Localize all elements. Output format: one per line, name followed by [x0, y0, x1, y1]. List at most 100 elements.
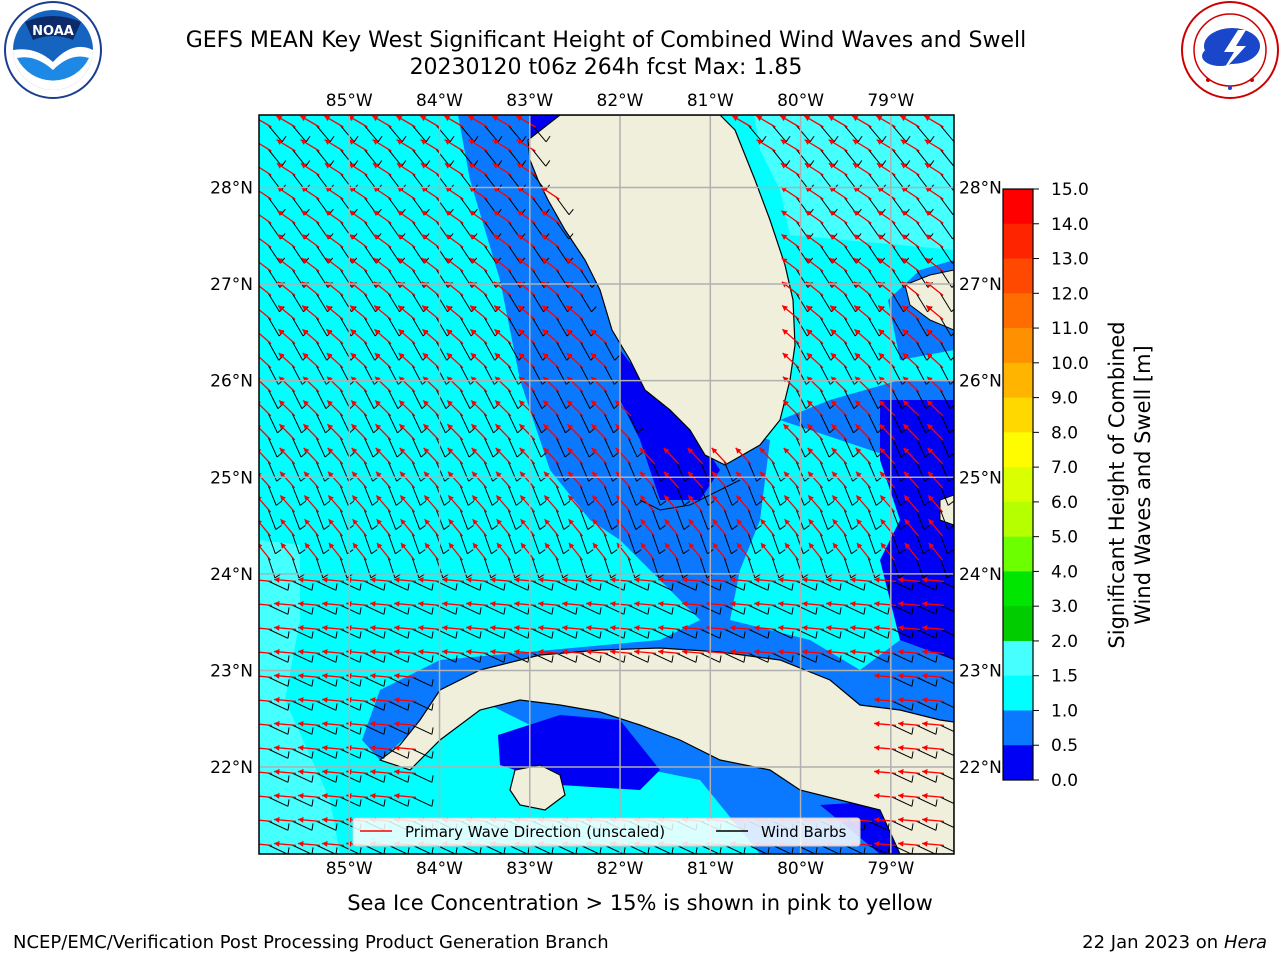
wind-barb-flag: [791, 847, 794, 854]
wind-barb: [291, 748, 313, 759]
vector-cell: [663, 471, 691, 506]
vector-cell: [658, 577, 698, 591]
wind-barb-flag: [431, 655, 434, 663]
wind-barb: [267, 412, 278, 434]
wave-arrow-head: [610, 649, 616, 655]
vector-cell: [922, 649, 954, 661]
footer-date-text: 22 Jan 2023 on: [1082, 932, 1224, 953]
wave-arrow-head: [927, 471, 934, 478]
vector-cell: [516, 139, 551, 167]
vector-cell: [874, 601, 914, 615]
vector-cell: [898, 841, 938, 854]
vector-cell: [900, 115, 935, 143]
wave-arrow-head: [904, 519, 911, 526]
wind-barb: [867, 124, 883, 143]
wave-arrow-head: [664, 542, 671, 549]
wind-barb: [675, 844, 697, 854]
wind-barb: [435, 148, 451, 167]
wind-barb-flag: [935, 847, 938, 854]
wind-barb-flag: [383, 679, 386, 687]
wind-barb: [939, 388, 951, 409]
wave-direction-arrow: [259, 675, 273, 678]
vector-cell: [926, 399, 954, 434]
wind-barb: [555, 844, 577, 854]
wind-barb: [915, 628, 937, 639]
wind-barb: [939, 580, 954, 589]
wave-direction-arrow: [259, 190, 272, 200]
wave-arrow-head: [874, 577, 880, 583]
national-weather-service-logo-icon: [1181, 1, 1279, 99]
wave-arrow-head: [543, 400, 549, 407]
wave-arrow-head: [538, 649, 544, 655]
wind-barb-flag: [635, 549, 642, 555]
wind-barb-flag: [563, 549, 570, 555]
wind-barb-flag: [611, 525, 618, 530]
wind-barb-flag: [359, 703, 362, 711]
lat-tick-label: 22°N: [959, 758, 1002, 778]
wind-barb-flag: [545, 160, 551, 167]
vector-cell: [346, 673, 386, 687]
wave-arrow-head: [610, 601, 616, 607]
wind-barb-flag: [960, 799, 961, 806]
wind-barb-flag: [407, 727, 410, 735]
wave-arrow-head: [250, 841, 255, 847]
wave-arrow-head: [424, 519, 431, 526]
wave-arrow-head: [418, 577, 424, 583]
wind-barb-flag: [923, 525, 930, 530]
wind-barb: [675, 604, 697, 615]
wind-barb: [363, 844, 385, 854]
vector-cell: [898, 745, 938, 759]
wave-arrow-head: [805, 210, 812, 217]
wind-barb-flag: [815, 607, 818, 615]
wave-arrow-head: [280, 542, 287, 549]
vector-cell: [466, 649, 506, 663]
vector-cell: [259, 675, 290, 687]
wave-arrow-head: [420, 163, 427, 169]
wind-barb: [555, 436, 566, 458]
wave-arrow-head: [903, 447, 910, 454]
wind-barb-flag: [850, 573, 858, 579]
wind-barb: [531, 148, 547, 167]
wind-barb: [483, 532, 492, 554]
vector-cell: [398, 423, 427, 458]
wind-barb: [795, 844, 817, 854]
wind-barb: [363, 748, 385, 759]
wind-barb-flag: [863, 631, 866, 639]
wind-barb-flag: [455, 847, 458, 854]
wave-arrow-head: [472, 495, 478, 502]
wind-barb: [795, 148, 811, 167]
wind-barb-flag: [431, 751, 434, 759]
wind-barb: [387, 148, 403, 167]
wave-arrow-head: [900, 116, 907, 122]
wind-barb-flag: [875, 525, 882, 530]
wave-direction-arrow: [259, 771, 273, 774]
wave-arrow-head: [301, 210, 308, 217]
wind-barb-flag: [515, 549, 522, 555]
wind-barb-flag: [455, 607, 458, 615]
wave-arrow-head: [850, 649, 856, 655]
wind-barb: [387, 412, 398, 434]
wind-barb: [603, 532, 612, 554]
wind-barb: [267, 292, 280, 313]
vector-cell: [472, 518, 498, 555]
wave-arrow-head: [303, 447, 310, 454]
wave-arrow-head: [782, 329, 789, 335]
wind-barb-flag: [473, 135, 479, 143]
wave-arrow-head: [517, 258, 524, 264]
wind-barb-flag: [527, 583, 530, 591]
vector-cell: [400, 518, 426, 555]
wind-barb-flag: [563, 500, 571, 506]
wind-barb-flag: [311, 679, 314, 687]
wind-barb-flag: [503, 631, 506, 639]
vector-cell: [517, 305, 549, 337]
wind-barb: [363, 580, 385, 591]
wave-arrow-head: [634, 601, 640, 607]
wave-arrow-head: [325, 234, 332, 240]
wind-barb: [507, 244, 521, 264]
wave-arrow-head: [492, 116, 499, 122]
wind-barb: [891, 844, 913, 854]
vector-cell: [259, 795, 290, 807]
wind-barb: [651, 844, 673, 854]
vector-cell: [420, 115, 455, 143]
wind-barb: [483, 508, 493, 530]
